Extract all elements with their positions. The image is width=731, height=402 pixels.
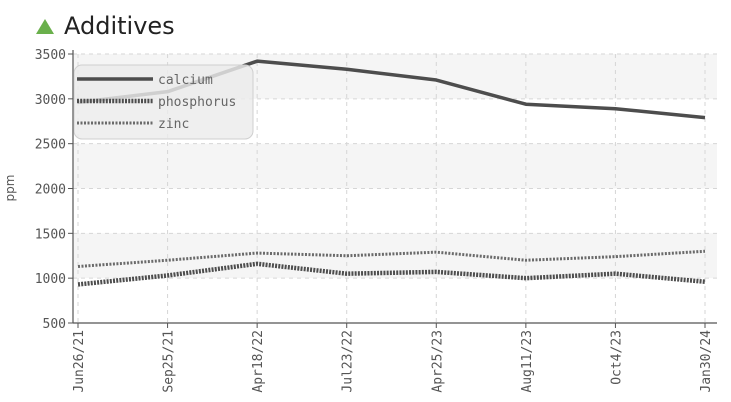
y-tick-label: 2000 (35, 183, 66, 198)
y-tick-label: 1500 (35, 227, 66, 242)
series-line-phosphorus (77, 261, 706, 287)
chart-title: Additives (64, 12, 175, 40)
x-tick-label: Aug11/23 (520, 330, 535, 393)
y-axis-label: ppm (3, 175, 17, 202)
legend-label-calcium: calcium (158, 73, 213, 88)
legend: calcium phosphorus zinc (73, 64, 254, 140)
up-arrow-icon (36, 18, 54, 34)
x-tick-label: Sep25/21 (162, 330, 177, 393)
y-tick-label: 3500 (35, 48, 66, 63)
y-tick-label: 500 (43, 317, 66, 332)
legend-label-zinc: zinc (158, 117, 189, 132)
x-tick-label: Oct4/23 (609, 330, 624, 385)
plot-band (73, 143, 717, 189)
axes: 500 1000 1500 2000 2500 3000 3500 Jun26/21 Sep25… (35, 48, 717, 393)
x-tick-label: Jun26/21 (72, 330, 87, 393)
y-tick-label: 3000 (35, 93, 66, 108)
x-tick-label: Jul23/22 (341, 330, 356, 393)
legend-label-phosphorus: phosphorus (158, 95, 236, 110)
x-tick-label: Apr25/23 (430, 330, 445, 393)
x-tick-label: Jan30/24 (699, 330, 714, 393)
x-tick-label: Apr18/22 (251, 330, 266, 393)
chart-header: Additives (36, 10, 175, 42)
y-tick-label: 2500 (35, 138, 66, 153)
legend-box (73, 64, 254, 140)
y-tick-label: 1000 (35, 272, 66, 287)
